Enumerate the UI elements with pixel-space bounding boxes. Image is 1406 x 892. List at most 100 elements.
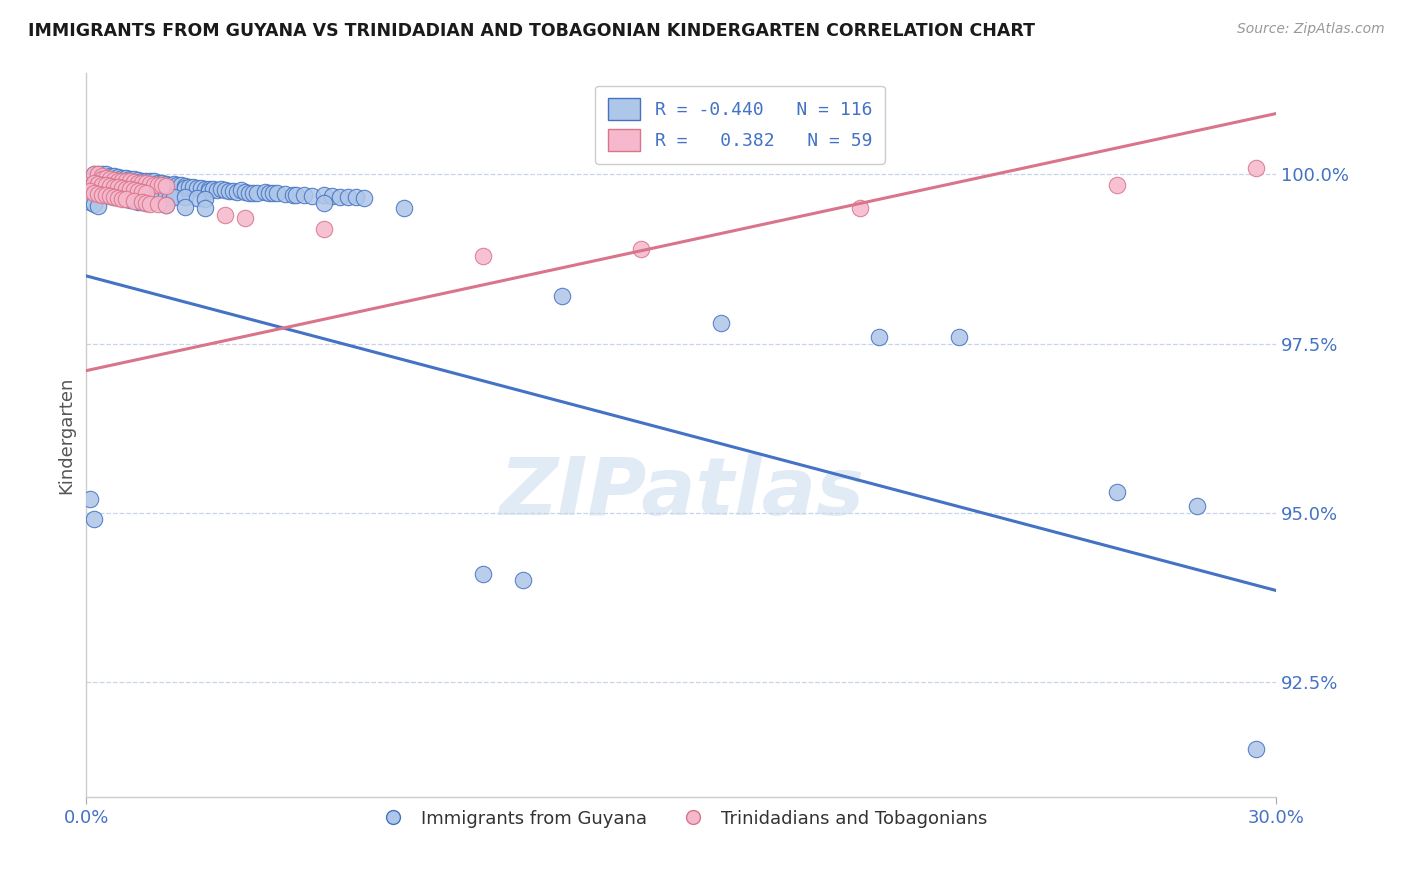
Point (111, 192, 134, 206)
Point (135, 173, 157, 187)
Point (111, 170, 134, 185)
Point (155, 177, 177, 191)
Point (233, 211, 256, 226)
Point (471, 249, 494, 263)
Point (179, 179, 201, 194)
Point (273, 187, 295, 202)
Point (146, 176, 169, 190)
Point (111, 174, 134, 188)
Point (127, 176, 149, 190)
Point (1107, 485, 1129, 500)
Point (139, 196, 162, 211)
Point (226, 185, 249, 199)
Point (242, 186, 264, 200)
Legend: Immigrants from Guyana, Trinidadians and Tobagonians: Immigrants from Guyana, Trinidadians and… (367, 803, 995, 835)
Point (98, 172, 121, 186)
Point (392, 201, 415, 215)
Point (115, 193, 138, 207)
Point (107, 174, 129, 188)
Point (170, 178, 193, 193)
Point (91, 178, 114, 192)
Point (91, 178, 114, 192)
Point (115, 181, 138, 195)
Point (194, 192, 217, 206)
Point (155, 178, 177, 193)
Point (194, 201, 217, 215)
Point (115, 183, 138, 197)
Point (127, 176, 149, 190)
Point (146, 187, 169, 202)
Point (107, 173, 129, 187)
Point (710, 316, 733, 330)
Point (868, 330, 890, 344)
Point (127, 185, 149, 199)
Point (107, 190, 129, 204)
Point (87, 168, 110, 182)
Point (135, 186, 157, 200)
Point (107, 180, 129, 194)
Point (118, 183, 141, 197)
Point (329, 190, 352, 204)
Point (214, 208, 236, 222)
Point (115, 170, 138, 185)
Point (107, 191, 129, 205)
Point (131, 185, 153, 199)
Point (83, 186, 105, 200)
Point (186, 181, 208, 195)
Point (512, 574, 534, 588)
Point (122, 183, 145, 197)
Point (139, 178, 162, 192)
Point (321, 189, 343, 203)
Point (79, 185, 101, 199)
Point (218, 185, 240, 199)
Point (103, 179, 125, 194)
Point (83, 186, 105, 200)
Point (174, 181, 197, 195)
Point (183, 180, 205, 194)
Point (91, 187, 114, 202)
Point (205, 183, 228, 197)
Point (118, 193, 141, 207)
Point (83, 176, 105, 190)
Point (131, 194, 153, 209)
Point (314, 221, 336, 235)
Point (301, 189, 323, 203)
Point (186, 191, 208, 205)
Point (87, 187, 110, 202)
Point (344, 190, 367, 204)
Point (142, 178, 165, 192)
Point (83, 168, 105, 182)
Point (122, 193, 145, 207)
Point (94, 170, 117, 185)
Point (122, 172, 145, 186)
Point (103, 173, 125, 187)
Point (118, 172, 141, 186)
Point (87, 170, 110, 185)
Point (94, 178, 117, 193)
Point (314, 188, 336, 202)
Point (87, 168, 110, 182)
Point (79, 194, 101, 209)
Point (142, 174, 165, 188)
Point (238, 186, 260, 200)
Point (159, 178, 181, 192)
Point (253, 185, 276, 199)
Point (107, 181, 129, 195)
Point (190, 181, 212, 195)
Point (174, 200, 197, 214)
Point (233, 185, 256, 199)
Point (94, 188, 117, 202)
Point (848, 201, 870, 215)
Point (98, 180, 121, 194)
Point (314, 195, 336, 210)
Point (194, 181, 217, 195)
Point (551, 289, 574, 303)
Point (131, 195, 153, 210)
Point (94, 178, 117, 193)
Point (91, 179, 114, 194)
Point (948, 330, 970, 344)
Point (122, 184, 145, 198)
Point (162, 177, 184, 191)
Point (91, 168, 114, 182)
Point (246, 186, 269, 201)
